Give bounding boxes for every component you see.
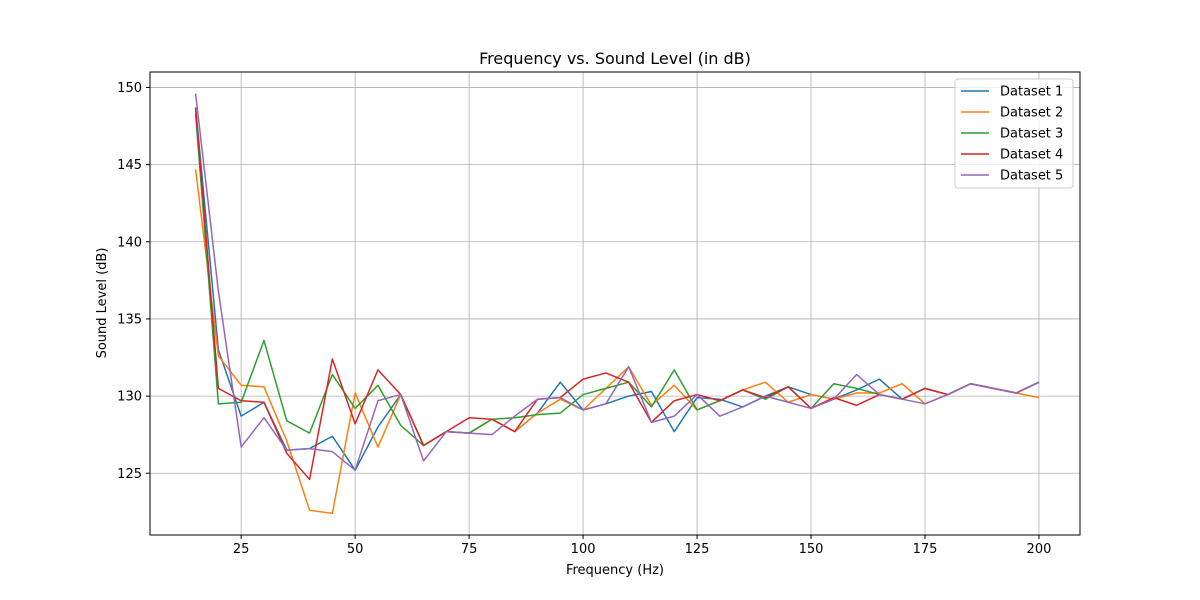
series-line-dataset-5: [194, 93, 1040, 471]
series-line-dataset-1: [194, 107, 1040, 471]
y-tick-label: 140: [117, 235, 142, 250]
x-tick-label: 125: [685, 542, 710, 557]
legend-label: Dataset 2: [1000, 106, 1063, 121]
x-tick-label: 175: [913, 542, 938, 557]
legend: Dataset 1 Dataset 2 Dataset 3 Dataset 4 Data…: [954, 78, 1074, 189]
legend-label: Dataset 3: [1000, 127, 1063, 142]
x-tick-label: 75: [461, 542, 478, 557]
x-tick-label: 150: [799, 542, 824, 557]
legend-label: Dataset 5: [1000, 169, 1063, 184]
y-tick-label: 135: [117, 312, 142, 327]
y-tick-label: 125: [117, 467, 142, 482]
series-lines: [194, 93, 1040, 515]
legend-label: Dataset 1: [1000, 85, 1063, 100]
y-axis-title: Sound Level (dB): [95, 248, 110, 359]
y-tick-label: 130: [117, 390, 142, 405]
x-tick-label: 100: [571, 542, 596, 557]
legend-box: [954, 78, 1074, 189]
x-tick-label: 200: [1027, 542, 1052, 557]
legend-label: Dataset 4: [1000, 148, 1063, 163]
x-tick-label: 50: [347, 542, 364, 557]
y-tick-label: 150: [117, 81, 142, 96]
chart-title: Frequency vs. Sound Level (in dB): [479, 49, 751, 68]
axis-ticks: 25 50 75 100 125 150 175 200 125 130 135 140 145 150: [117, 81, 1051, 557]
plot-frame: [149, 71, 1081, 536]
y-tick-label: 145: [117, 158, 142, 173]
x-tick-label: 25: [233, 542, 250, 557]
x-axis-title: Frequency (Hz): [566, 563, 664, 578]
